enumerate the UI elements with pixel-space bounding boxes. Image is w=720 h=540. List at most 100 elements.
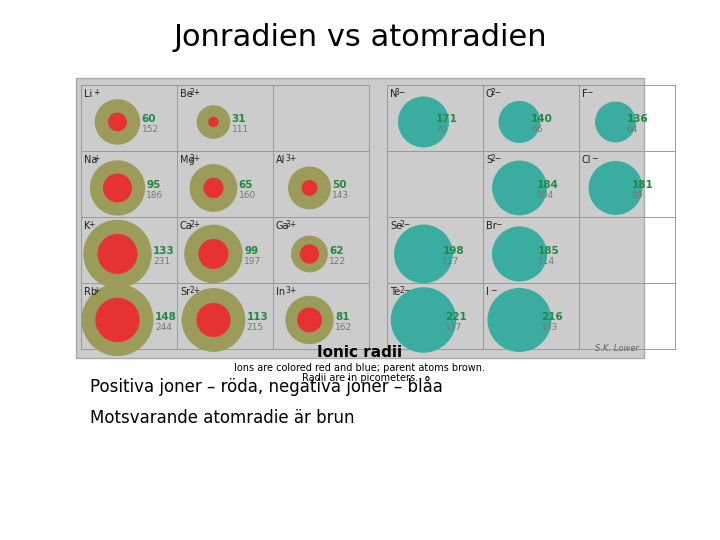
Circle shape xyxy=(182,289,245,351)
Circle shape xyxy=(395,225,452,282)
Text: +: + xyxy=(89,220,95,229)
Text: 117: 117 xyxy=(443,258,459,266)
Text: 2−: 2− xyxy=(399,286,410,295)
Text: 140: 140 xyxy=(531,114,553,124)
Text: 215: 215 xyxy=(247,323,264,333)
Circle shape xyxy=(197,303,230,336)
Text: 2−: 2− xyxy=(399,220,410,229)
Circle shape xyxy=(601,173,630,202)
Text: 2+: 2+ xyxy=(189,286,200,295)
Circle shape xyxy=(185,225,242,282)
Circle shape xyxy=(413,112,433,132)
Text: Positiva joner – röda, negativa joner – blåa: Positiva joner – röda, negativa joner – … xyxy=(90,376,443,396)
Circle shape xyxy=(399,97,449,147)
Circle shape xyxy=(109,113,126,131)
Text: Br: Br xyxy=(486,221,497,231)
Text: 2−: 2− xyxy=(490,88,502,97)
Circle shape xyxy=(98,235,137,273)
Circle shape xyxy=(503,238,536,271)
Text: 185: 185 xyxy=(538,246,559,256)
Text: 137: 137 xyxy=(446,323,462,333)
Text: 3+: 3+ xyxy=(285,154,296,163)
Text: 181: 181 xyxy=(632,180,654,190)
Circle shape xyxy=(292,237,327,272)
Text: 216: 216 xyxy=(541,312,562,322)
Text: Al: Al xyxy=(276,155,285,165)
Text: 3−: 3− xyxy=(395,88,406,97)
Text: Ca: Ca xyxy=(180,221,193,231)
Text: 2−: 2− xyxy=(490,154,502,163)
Text: 148: 148 xyxy=(155,312,176,322)
Text: Be: Be xyxy=(180,89,193,99)
Text: −: − xyxy=(587,88,593,97)
Text: 133: 133 xyxy=(541,323,558,333)
Text: 62: 62 xyxy=(329,246,343,256)
Text: S.K. Lower: S.K. Lower xyxy=(595,344,639,353)
Text: 50: 50 xyxy=(332,180,347,190)
Text: Te: Te xyxy=(390,287,400,297)
Circle shape xyxy=(302,181,317,195)
Circle shape xyxy=(96,299,139,341)
Circle shape xyxy=(199,240,228,268)
Text: 3+: 3+ xyxy=(285,220,296,229)
Text: −: − xyxy=(591,154,598,163)
Circle shape xyxy=(595,102,635,141)
Circle shape xyxy=(488,289,551,352)
Text: 184: 184 xyxy=(536,180,559,190)
Text: 65: 65 xyxy=(239,180,253,190)
Text: 136: 136 xyxy=(626,114,649,124)
Text: +: + xyxy=(93,88,99,97)
Text: 99: 99 xyxy=(632,192,644,200)
Circle shape xyxy=(392,288,456,352)
Text: 221: 221 xyxy=(446,312,467,322)
Circle shape xyxy=(404,300,444,340)
Circle shape xyxy=(204,179,223,198)
Circle shape xyxy=(209,118,218,126)
Circle shape xyxy=(84,220,151,287)
Circle shape xyxy=(407,237,441,271)
Circle shape xyxy=(298,308,321,332)
Text: Rb: Rb xyxy=(84,287,97,297)
Text: Se: Se xyxy=(390,221,402,231)
Circle shape xyxy=(589,161,642,214)
Text: 3+: 3+ xyxy=(285,286,296,295)
Text: 2+: 2+ xyxy=(189,88,200,97)
Text: Ions are colored red and blue; parent atoms brown.: Ions are colored red and blue; parent at… xyxy=(235,363,485,373)
Text: F: F xyxy=(582,89,588,99)
Text: 70: 70 xyxy=(436,125,447,134)
Text: In: In xyxy=(276,287,285,297)
Text: −: − xyxy=(490,286,497,295)
Text: 31: 31 xyxy=(232,114,246,124)
Text: 104: 104 xyxy=(536,192,554,200)
Circle shape xyxy=(91,161,145,215)
Text: 113: 113 xyxy=(247,312,269,322)
Text: 160: 160 xyxy=(239,192,256,200)
Text: Sr: Sr xyxy=(180,287,190,297)
Text: Na: Na xyxy=(84,155,97,165)
Text: 64: 64 xyxy=(626,125,638,134)
Text: 95: 95 xyxy=(146,180,161,190)
Text: 81: 81 xyxy=(335,312,349,322)
Text: 244: 244 xyxy=(155,323,172,333)
Text: 60: 60 xyxy=(142,114,156,124)
Text: K: K xyxy=(84,221,91,231)
Text: −: − xyxy=(495,220,501,229)
Text: 231: 231 xyxy=(153,258,170,266)
Circle shape xyxy=(499,102,540,142)
Circle shape xyxy=(289,167,330,208)
Text: O: O xyxy=(486,89,494,99)
Text: 2+: 2+ xyxy=(189,220,200,229)
Text: 99: 99 xyxy=(244,246,258,256)
Circle shape xyxy=(96,100,140,144)
Circle shape xyxy=(606,113,625,131)
Circle shape xyxy=(492,161,546,214)
Text: S: S xyxy=(486,155,492,165)
Text: Li: Li xyxy=(84,89,92,99)
Circle shape xyxy=(510,112,529,132)
Text: 197: 197 xyxy=(244,258,261,266)
Text: Cl: Cl xyxy=(582,155,592,165)
Text: 171: 171 xyxy=(436,114,457,124)
Text: Radii are in picometers.: Radii are in picometers. xyxy=(302,373,418,383)
Text: 122: 122 xyxy=(329,258,346,266)
Text: 111: 111 xyxy=(232,125,249,134)
